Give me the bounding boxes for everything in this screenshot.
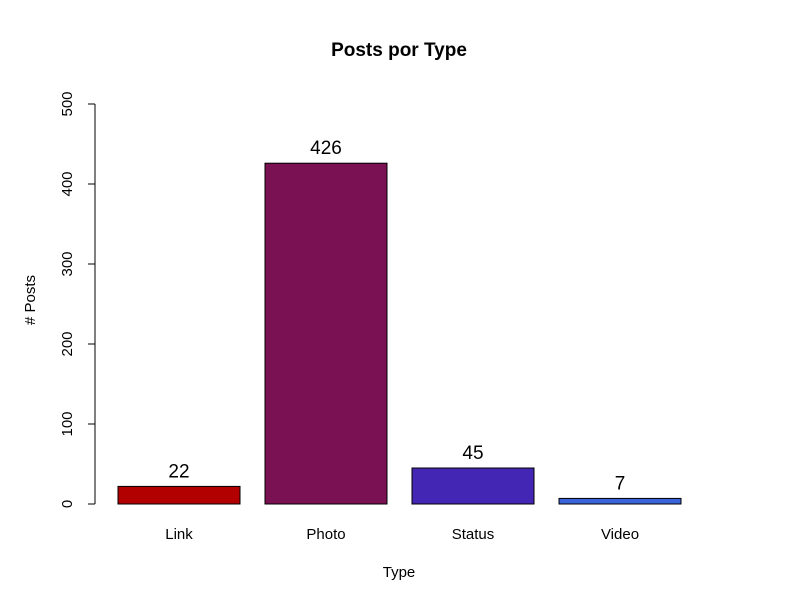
bar-value-label: 45 bbox=[462, 443, 483, 464]
x-tick-labels: Link Photo Status Video bbox=[165, 526, 639, 543]
y-tick-label: 500 bbox=[59, 91, 76, 116]
chart-title: Posts por Type bbox=[331, 40, 467, 61]
x-tick-label: Video bbox=[601, 526, 639, 543]
y-tick-label: 200 bbox=[59, 331, 76, 356]
y-axis: 0 100 200 300 400 500 bbox=[59, 91, 96, 508]
y-tick-label: 0 bbox=[59, 500, 76, 508]
bar-status bbox=[411, 467, 535, 505]
bar-value-label: 22 bbox=[168, 461, 189, 482]
x-tick-label: Photo bbox=[306, 526, 345, 543]
y-tick-label: 300 bbox=[59, 251, 76, 276]
bar-value-label: 7 bbox=[615, 473, 626, 494]
data-labels: 22 426 45 7 bbox=[168, 138, 625, 494]
bar-video bbox=[558, 497, 682, 505]
y-axis-label: # Posts bbox=[22, 275, 39, 325]
x-tick-label: Status bbox=[452, 526, 495, 543]
y-tick-label: 100 bbox=[59, 411, 76, 436]
bar-link bbox=[117, 485, 241, 505]
bar-photo bbox=[264, 162, 388, 505]
y-tick-label: 400 bbox=[59, 171, 76, 196]
bar-value-label: 426 bbox=[310, 138, 342, 159]
x-axis-label: Type bbox=[383, 564, 416, 581]
x-tick-label: Link bbox=[165, 526, 193, 543]
bars-group bbox=[117, 162, 682, 505]
